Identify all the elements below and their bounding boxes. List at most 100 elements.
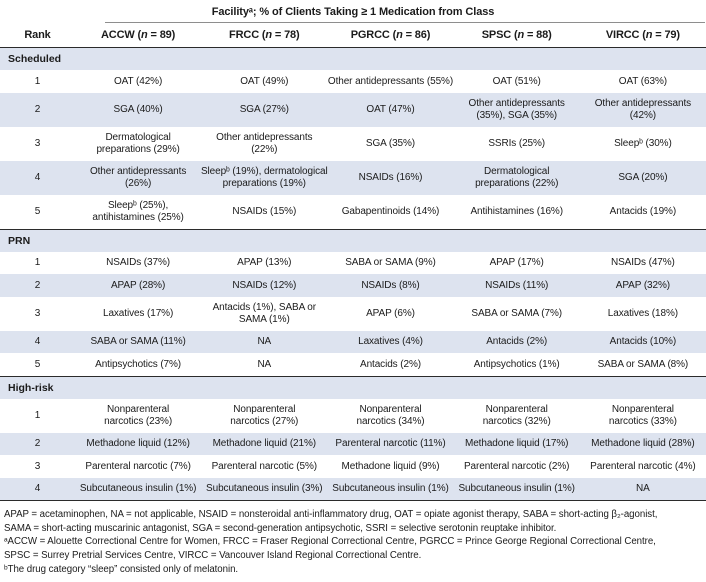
- rank-cell: 1: [34, 409, 41, 421]
- table-cell-text: Other antidepressants (22%): [216, 132, 313, 155]
- table-cell-text: Methadone liquid (28%): [591, 438, 695, 449]
- table-cell: Other antidepressants (42%): [580, 98, 706, 121]
- table-row: 2 SGA (40%) SGA (27%) OAT (47%) Other antide…: [0, 92, 706, 127]
- section-0: Scheduled 1 OAT (42%) OAT (49%) Other antide…: [0, 47, 706, 229]
- facility-header-text: PGRCC (: [350, 29, 397, 41]
- table-cell-text: Antacids (2%): [360, 358, 421, 370]
- table-cell: Other antidepressants (26%): [75, 166, 201, 189]
- table-cell-text: Methadone liquid (12%): [86, 438, 190, 449]
- table-cell: SABA or SAMA (9%): [327, 257, 453, 269]
- table-cell-text: Other antidepressants (42%): [594, 98, 692, 121]
- table-cell: Nonparenteral narcotics (34%): [327, 404, 453, 427]
- table-cell: APAP (6%): [327, 308, 453, 320]
- table-cell: Subcutaneous insulin (3%): [201, 483, 327, 495]
- table-cell: APAP (32%): [580, 280, 706, 292]
- table-cell: OAT (51%): [454, 76, 580, 88]
- facility-header-text: ACCW (: [101, 29, 142, 41]
- table-cell-text: Methadone liquid (9%): [341, 460, 440, 472]
- table-body: Scheduled 1 OAT (42%) OAT (49%) Other antide…: [0, 47, 706, 501]
- table-cell-text: Laxatives (4%): [358, 336, 423, 347]
- table-row: 1 OAT (42%) OAT (49%) Other antidepressants…: [0, 70, 706, 93]
- table-cell: SGA (27%): [201, 104, 327, 116]
- table-cell-text: NA: [257, 358, 272, 370]
- table-cell-text: Antacids (2%): [486, 336, 548, 347]
- table-row: 1 NSAIDs (37%) APAP (13%) SABA or SAMA (9%)…: [0, 252, 706, 275]
- n-italic: n: [517, 29, 525, 41]
- facility-header-text: VIRCC (: [605, 29, 646, 41]
- table-cell: Nonparenteral narcotics (23%): [75, 404, 201, 427]
- table-cell-text: SGA (40%): [113, 103, 163, 115]
- table-cell: NA: [201, 359, 327, 371]
- table-cell: SGA (20%): [580, 172, 706, 184]
- table-cell-text: Nonparenteral narcotics (23%): [104, 404, 173, 427]
- table-cell: APAP (28%): [75, 280, 201, 292]
- table-cell-text: Subcutaneous insulin (1%): [458, 483, 575, 494]
- table-cell: Methadone liquid (17%): [454, 438, 580, 450]
- table-cell-text: Parenteral narcotic (2%): [463, 460, 570, 472]
- table-cell: NSAIDs (12%): [201, 280, 327, 292]
- table-cell-text: Methadone liquid (21%): [212, 438, 317, 449]
- table-cell-text: OAT (49%): [240, 75, 289, 87]
- facility-header-text: SPSC (: [481, 29, 518, 41]
- facility-header: VIRCC (n = 79): [580, 29, 706, 41]
- table-cell-text: Gabapentinoids (14%): [341, 205, 440, 217]
- rank-cell: 5: [34, 205, 41, 217]
- facility-header: FRCC (n = 78): [201, 29, 327, 41]
- table-cell-text: Sleepᵇ (25%), antihistamines (25%): [92, 200, 184, 223]
- table-row: 5 Antipsychotics (7%) NA Antacids (2%) Antip…: [0, 353, 706, 376]
- n-italic: n: [265, 29, 272, 41]
- table-cell-text: Laxatives (17%): [102, 307, 174, 319]
- table-cell-text: SSRIs (25%): [488, 137, 546, 149]
- table-cell-text: NSAIDs (8%): [361, 279, 420, 291]
- table-cell-text: Nonparenteral narcotics (27%): [230, 404, 299, 427]
- rank-cell: 4: [34, 483, 41, 494]
- table-row: 3 Laxatives (17%) Antacids (1%), SABA or S…: [0, 297, 706, 331]
- n-italic: n: [141, 29, 148, 41]
- table-cell-text: Laxatives (18%): [607, 307, 678, 319]
- table-cell: Dermatological preparations (22%): [454, 166, 580, 189]
- rank-cell: 5: [34, 358, 41, 370]
- section-1: PRN 1 NSAIDs (37%) APAP (13%) SABA or SAMA (…: [0, 228, 706, 376]
- table-cell-text: APAP (17%): [489, 257, 544, 268]
- rank-cell: 3: [34, 137, 41, 149]
- table-cell: Antacids (2%): [327, 359, 453, 371]
- table-cell: NSAIDs (11%): [454, 280, 580, 292]
- table-cell: NSAIDs (8%): [327, 280, 453, 292]
- table-cell: Sleepᵇ (25%), antihistamines (25%): [75, 200, 201, 223]
- table-cell-text: NA: [257, 336, 272, 347]
- table-cell: SGA (35%): [327, 138, 453, 150]
- table-cell-text: NSAIDs (12%): [232, 279, 297, 291]
- table-cell-text: Nonparenteral narcotics (32%): [482, 404, 551, 427]
- table-row: 5 Sleepᵇ (25%), antihistamines (25%) NSAID…: [0, 195, 706, 229]
- table-cell: Methadone liquid (12%): [75, 438, 201, 450]
- table-cell: Methadone liquid (9%): [327, 461, 453, 473]
- facility-header-text: = 89): [147, 29, 176, 41]
- rank-cell: 3: [34, 307, 41, 319]
- table-cell: Other antidepressants (35%), SGA (35%): [454, 98, 580, 121]
- table-cell: Parenteral narcotic (7%): [75, 461, 201, 473]
- table-cell-text: Subcutaneous insulin (1%): [332, 483, 449, 494]
- rank-cell: 2: [34, 438, 41, 449]
- facility-header-text: = 78): [271, 29, 300, 41]
- table-cell: Parenteral narcotic (11%): [327, 438, 453, 450]
- facility-header: PGRCC (n = 86): [327, 29, 453, 41]
- table-cell-text: Sleepᵇ (30%): [614, 137, 672, 149]
- rank-cell: 4: [34, 171, 41, 183]
- facility-header-text: = 79): [652, 29, 680, 41]
- table-cell: Antacids (1%), SABA or SAMA (1%): [201, 302, 327, 325]
- table-cell-text: APAP (6%): [366, 307, 415, 319]
- table-cell: SABA or SAMA (11%): [75, 336, 201, 348]
- table-cell: Parenteral narcotic (2%): [454, 461, 580, 473]
- table-cell: Nonparenteral narcotics (32%): [454, 404, 580, 427]
- table-cell: Subcutaneous insulin (1%): [454, 483, 580, 495]
- rank-cell: 1: [34, 257, 41, 268]
- table-cell-text: SABA or SAMA (7%): [471, 307, 562, 319]
- table-cell: NA: [201, 336, 327, 348]
- table-row: 3 Dermatological preparations (29%) Other …: [0, 127, 706, 161]
- table-cell: Antacids (2%): [454, 336, 580, 348]
- table-cell-text: SABA or SAMA (9%): [345, 257, 436, 268]
- table-row: 2 APAP (28%) NSAIDs (12%) NSAIDs (8%) NSAIDs…: [0, 274, 706, 297]
- table-title-row: Facilityᵃ; % of Clients Taking ≥ 1 Medic…: [0, 0, 706, 23]
- column-header-row: Rank ACCW (n = 89) FRCC (n = 78) PGRCC (n …: [0, 23, 706, 47]
- table-cell-text: Antipsychotics (1%): [473, 358, 560, 370]
